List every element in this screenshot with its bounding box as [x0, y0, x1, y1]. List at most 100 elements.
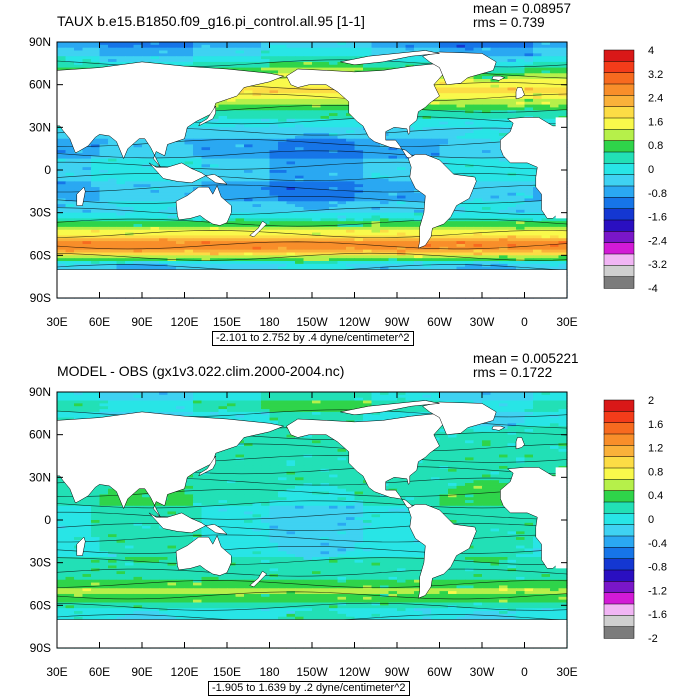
ocean-cell [125, 238, 135, 242]
ocean-cell [261, 113, 271, 117]
ocean-cell [507, 195, 517, 200]
ocean-cell [363, 150, 373, 154]
ocean-cell [490, 121, 500, 126]
ocean-cell [329, 161, 339, 165]
ocean-cell [278, 189, 288, 194]
ocean-cell [380, 255, 390, 259]
ocean-cell [329, 152, 339, 157]
ocean-cell [439, 47, 449, 52]
ocean-cell [159, 198, 169, 202]
ocean-cell [218, 184, 228, 188]
ocean-cell [541, 44, 551, 49]
ocean-cell [269, 104, 279, 109]
ocean-cell [499, 221, 509, 225]
ocean-cell [431, 121, 441, 126]
ocean-cell [363, 198, 373, 202]
ocean-cell [363, 209, 373, 214]
ocean-cell [363, 238, 373, 242]
ocean-cell [252, 56, 262, 60]
ocean-cell [269, 184, 279, 188]
ocean-cell [482, 249, 492, 254]
ocean-cell [499, 87, 509, 91]
ocean-cell [482, 175, 492, 180]
ocean-cell [354, 147, 364, 151]
ocean-cell [116, 206, 126, 211]
ocean-cell [499, 235, 509, 239]
ocean-cell [193, 144, 203, 148]
ocean-cell [482, 161, 492, 165]
ocean-cell [176, 44, 186, 49]
ocean-cell [499, 198, 509, 202]
ocean-cell [244, 221, 254, 225]
ocean-cell [465, 98, 475, 103]
ocean-cell [337, 266, 347, 271]
ocean-cell [286, 115, 296, 120]
ocean-cell [218, 164, 228, 168]
ocean-cell [57, 53, 67, 57]
ocean-cell [261, 50, 271, 54]
ocean-cell [57, 212, 67, 217]
ocean-cell [303, 152, 313, 157]
ocean-cell [439, 144, 449, 148]
ocean-cell [456, 90, 466, 94]
ocean-cell [499, 252, 509, 256]
ocean-cell [499, 238, 509, 242]
ocean-cell [363, 144, 373, 148]
ocean-cell [354, 246, 364, 251]
ocean-cell [550, 266, 560, 271]
ocean-cell [499, 124, 509, 128]
ocean-cell [176, 141, 186, 145]
ocean-cell [125, 56, 135, 60]
ocean-cell [371, 218, 381, 222]
ocean-cell [218, 226, 228, 231]
ocean-cell [337, 127, 347, 131]
ocean-cell [320, 170, 330, 174]
ocean-cell [82, 209, 92, 214]
ocean-cell [473, 161, 483, 165]
ocean-cell [167, 206, 177, 211]
ocean-cell [57, 144, 67, 148]
ocean-cell [524, 84, 534, 89]
ocean-cell [108, 229, 118, 234]
ocean-cell [397, 47, 407, 52]
ocean-cell [405, 201, 415, 205]
ocean-cell [431, 238, 441, 242]
ocean-cell [473, 76, 483, 80]
ocean-cell [142, 192, 152, 197]
ocean-cell [133, 255, 143, 259]
ocean-cell [320, 189, 330, 194]
ocean-cell [65, 42, 75, 46]
ocean-cell [269, 209, 279, 214]
ocean-cell [320, 110, 330, 114]
ocean-cell [218, 115, 228, 120]
ocean-cell [295, 249, 305, 254]
ocean-cell [286, 50, 296, 54]
ocean-cell [465, 127, 475, 131]
ocean-cell [312, 249, 322, 254]
ocean-cell [244, 172, 254, 177]
ocean-cell [431, 258, 441, 262]
ocean-cell [252, 209, 262, 214]
ocean-cell [303, 107, 313, 111]
ocean-cell [346, 187, 356, 191]
ocean-cell [490, 184, 500, 188]
ocean-cell [507, 198, 517, 202]
ocean-cell [295, 235, 305, 239]
ocean-cell [388, 266, 398, 271]
ocean-cell [405, 178, 415, 182]
ocean-cell [456, 167, 466, 171]
ocean-cell [235, 61, 245, 66]
ocean-cell [456, 172, 466, 177]
ocean-cell [371, 172, 381, 177]
ocean-cell [261, 218, 271, 222]
ocean-cell [337, 50, 347, 54]
ocean-cell [57, 181, 67, 185]
ocean-cell [354, 204, 364, 208]
ocean-cell [278, 184, 288, 188]
ocean-cell [261, 110, 271, 114]
ocean-cell [541, 118, 551, 123]
ocean-cell [142, 189, 152, 194]
ocean-cell [116, 53, 126, 57]
ocean-cell [252, 192, 262, 197]
ocean-cell [167, 209, 177, 214]
